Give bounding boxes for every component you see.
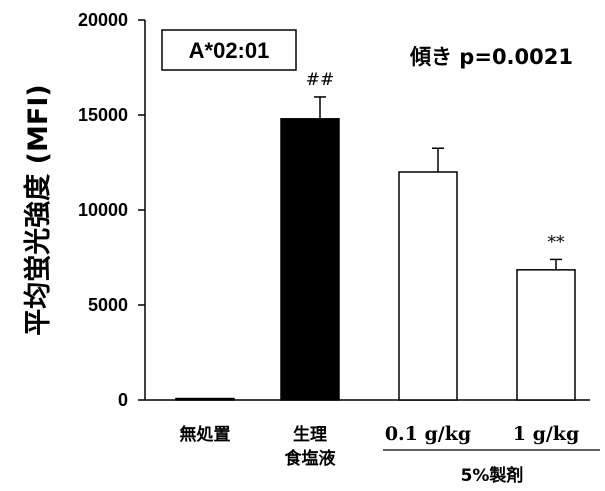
slope-annotation: 傾き p=0.0021 — [409, 45, 573, 69]
category-label-1: 無処置 — [180, 424, 231, 445]
y-axis-label: 平均蛍光強度 (MFI) — [22, 84, 54, 335]
category-label-2: 食塩液 — [285, 448, 336, 469]
y-tick-label: 10000 — [78, 200, 128, 220]
category-label-2: 生理 — [293, 424, 327, 445]
y-tick-label: 15000 — [78, 105, 128, 125]
error-bars — [314, 96, 562, 270]
group-label: 5%製剤 — [461, 465, 524, 486]
significance-mark-4: ** — [548, 232, 566, 252]
bars — [175, 118, 576, 401]
y-tick-label: 20000 — [78, 10, 128, 30]
bar-2 — [280, 118, 340, 401]
y-tick-label: 0 — [118, 390, 128, 410]
category-label-3: 0.1 g/kg — [385, 423, 471, 445]
y-ticks: 0 5000 10000 15000 20000 — [78, 10, 145, 410]
allele-label-box — [161, 29, 297, 71]
significance-mark-2: ## — [306, 70, 335, 90]
category-label-4: 1 g/kg — [513, 423, 580, 445]
significance-marks: ## ** — [306, 70, 565, 252]
y-tick-label: 5000 — [88, 295, 128, 315]
bar-3 — [398, 171, 458, 401]
bar-1 — [175, 397, 235, 401]
bar-4 — [516, 269, 576, 401]
allele-label: A*02:01 — [189, 38, 270, 63]
